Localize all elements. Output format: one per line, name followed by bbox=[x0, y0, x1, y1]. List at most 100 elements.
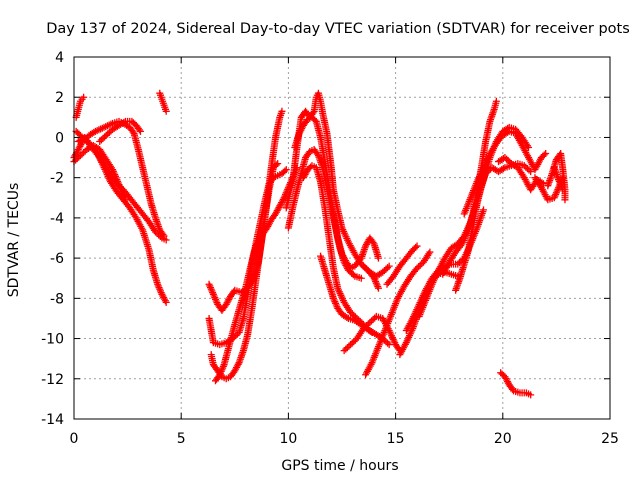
data-point bbox=[329, 294, 337, 302]
data-point bbox=[208, 287, 216, 295]
data-point bbox=[119, 189, 127, 197]
data-point bbox=[78, 150, 86, 158]
y-tick-label: -2 bbox=[50, 171, 64, 187]
data-point bbox=[154, 282, 162, 290]
data-point bbox=[80, 149, 88, 157]
data-point bbox=[385, 341, 393, 349]
data-point bbox=[219, 364, 227, 372]
series-arc-20 bbox=[383, 242, 421, 288]
x-tick-label: 0 bbox=[70, 431, 79, 447]
data-point bbox=[112, 174, 120, 182]
data-point bbox=[380, 267, 388, 275]
data-point bbox=[348, 310, 356, 318]
series-arc-09 bbox=[207, 160, 282, 383]
data-point bbox=[155, 284, 163, 292]
data-point bbox=[499, 165, 507, 173]
data-point bbox=[357, 274, 365, 282]
data-point bbox=[501, 154, 509, 162]
data-point bbox=[111, 171, 119, 179]
data-point bbox=[155, 231, 163, 239]
x-tick-label: 25 bbox=[601, 431, 619, 447]
series-arc-02 bbox=[70, 117, 168, 240]
data-point bbox=[413, 242, 421, 250]
data-point bbox=[527, 391, 535, 399]
data-point bbox=[120, 118, 128, 126]
x-tick-label: 20 bbox=[494, 431, 512, 447]
data-point bbox=[555, 176, 563, 184]
data-point bbox=[206, 282, 214, 290]
data-point bbox=[278, 107, 286, 115]
series-arc-26 bbox=[460, 127, 550, 218]
data-point bbox=[552, 190, 560, 198]
data-point bbox=[373, 281, 381, 289]
data-point bbox=[97, 136, 105, 144]
data-point bbox=[343, 344, 351, 352]
data-point bbox=[557, 182, 565, 190]
data-point bbox=[542, 150, 550, 158]
data-point bbox=[553, 187, 561, 195]
series-arc-06 bbox=[96, 117, 144, 145]
data-point bbox=[72, 156, 80, 164]
data-point bbox=[121, 196, 129, 204]
y-tick-label: 0 bbox=[55, 130, 64, 146]
data-point bbox=[218, 366, 226, 374]
data-point bbox=[154, 280, 162, 288]
data-point bbox=[385, 262, 393, 270]
data-point bbox=[331, 298, 339, 306]
data-point bbox=[217, 369, 225, 377]
data-point bbox=[209, 290, 217, 298]
data-point bbox=[116, 184, 124, 192]
data-point bbox=[359, 262, 367, 270]
data-point bbox=[114, 177, 122, 185]
data-point bbox=[73, 155, 81, 163]
data-point bbox=[162, 298, 170, 306]
data-point bbox=[527, 168, 535, 176]
data-point bbox=[558, 184, 566, 192]
data-point bbox=[157, 289, 165, 297]
data-point bbox=[369, 315, 377, 323]
data-point bbox=[374, 284, 382, 292]
data-point bbox=[363, 265, 371, 273]
data-point bbox=[212, 295, 220, 303]
data-point bbox=[110, 169, 118, 177]
data-point bbox=[156, 287, 164, 295]
data-point bbox=[153, 229, 161, 237]
data-point bbox=[332, 299, 340, 307]
data-point bbox=[347, 308, 355, 316]
data-point bbox=[75, 153, 83, 161]
data-point bbox=[555, 177, 563, 185]
y-tick-label: -10 bbox=[41, 332, 64, 348]
data-point bbox=[96, 137, 104, 145]
data-point bbox=[374, 254, 382, 262]
data-point bbox=[129, 128, 137, 136]
data-point bbox=[349, 271, 357, 279]
data-point bbox=[412, 243, 420, 251]
series-arc-18 bbox=[359, 262, 393, 280]
data-point bbox=[557, 181, 565, 189]
y-tick-label: -4 bbox=[50, 211, 64, 227]
data-point bbox=[113, 176, 121, 184]
data-point bbox=[374, 283, 382, 291]
data-point bbox=[274, 160, 282, 168]
data-layer bbox=[70, 89, 569, 399]
data-point bbox=[372, 278, 380, 286]
data-point bbox=[552, 189, 560, 197]
data-point bbox=[415, 263, 423, 271]
data-point bbox=[345, 342, 353, 350]
x-tick-label: 5 bbox=[177, 431, 186, 447]
data-point bbox=[119, 191, 127, 199]
data-point bbox=[102, 131, 110, 139]
data-point bbox=[350, 311, 358, 319]
y-tick-label: 2 bbox=[55, 90, 64, 106]
plot-frame bbox=[73, 56, 611, 420]
data-point bbox=[111, 172, 119, 180]
data-point bbox=[525, 166, 533, 174]
data-point bbox=[559, 186, 567, 194]
data-point bbox=[371, 314, 379, 322]
series-arc-30 bbox=[550, 164, 567, 194]
data-point bbox=[364, 320, 372, 328]
data-point bbox=[480, 206, 488, 214]
data-point bbox=[348, 339, 356, 347]
data-point bbox=[561, 196, 569, 204]
